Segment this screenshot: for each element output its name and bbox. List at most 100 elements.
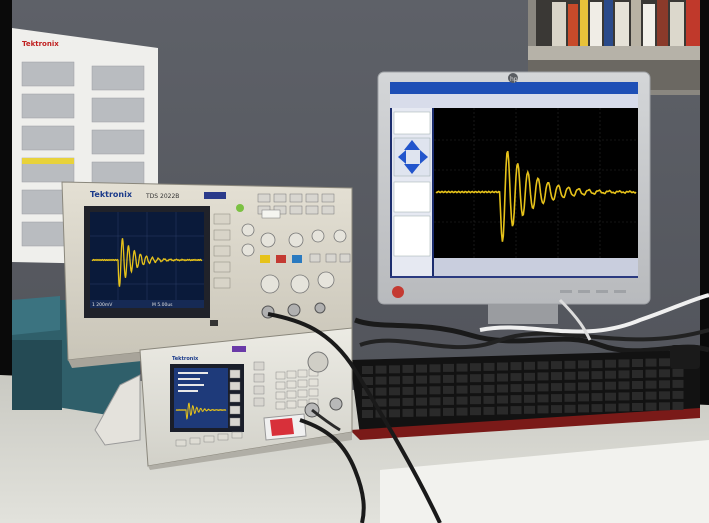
keyboard-key bbox=[470, 385, 481, 394]
keyboard-key bbox=[429, 386, 441, 395]
keyboard-key bbox=[659, 391, 670, 400]
keyboard-key bbox=[605, 370, 616, 379]
keyboard-key bbox=[659, 369, 670, 378]
monitor-waveform bbox=[435, 150, 637, 242]
keyboard-key bbox=[497, 395, 508, 404]
desk-device bbox=[670, 345, 700, 369]
keyboard-key bbox=[470, 407, 481, 416]
monitor: hp bbox=[377, 71, 651, 324]
keyboard-key bbox=[578, 382, 589, 391]
keyboard-key bbox=[389, 409, 400, 418]
generator-key bbox=[297, 389, 308, 398]
keyboard-key bbox=[483, 406, 495, 415]
generator-brand: Tektronix bbox=[172, 356, 199, 362]
bnc-cables bbox=[267, 312, 442, 523]
keyboard-key bbox=[456, 374, 468, 383]
generator-key bbox=[286, 380, 297, 389]
keyboard-key bbox=[618, 359, 630, 368]
keyboard-key bbox=[470, 374, 481, 383]
keyboard-key bbox=[375, 376, 387, 385]
keyboard-key bbox=[564, 360, 576, 369]
keyboard-key bbox=[605, 381, 616, 390]
monitor-brand-logo: hp bbox=[510, 76, 518, 83]
keyboard-key bbox=[551, 405, 562, 414]
keyboard-key bbox=[456, 396, 468, 405]
generator-key bbox=[297, 369, 308, 378]
generator-key bbox=[286, 370, 297, 379]
keyboard-key bbox=[605, 359, 616, 368]
keyboard-key bbox=[578, 371, 589, 380]
generator-key bbox=[275, 401, 286, 410]
keyboard-key bbox=[537, 394, 549, 403]
keyboard-key bbox=[497, 362, 508, 371]
scope-brand: Tektronix bbox=[90, 190, 133, 199]
keyboard-key bbox=[564, 404, 576, 413]
keyboard-key bbox=[645, 369, 657, 378]
keyboard-key bbox=[537, 361, 549, 370]
keyboard-key bbox=[510, 362, 522, 371]
generator-key bbox=[275, 381, 286, 390]
keyboard-key bbox=[443, 396, 454, 405]
keyboard-key bbox=[416, 364, 427, 373]
keyboard-key bbox=[632, 359, 643, 367]
keyboard-key bbox=[510, 395, 522, 404]
keyboard-key bbox=[416, 408, 427, 417]
generator-key bbox=[308, 388, 319, 397]
function-generator: Tektronix bbox=[139, 327, 353, 470]
keyboard-key bbox=[443, 385, 454, 394]
keyboard-key bbox=[375, 398, 387, 407]
keyboard-key bbox=[429, 408, 441, 417]
keyboard-key bbox=[645, 391, 657, 400]
keyboard-key bbox=[497, 373, 508, 382]
keyboard-key bbox=[362, 377, 373, 385]
keyboard-key bbox=[632, 370, 643, 378]
keyboard-key bbox=[402, 408, 414, 417]
keyboard-key bbox=[591, 371, 603, 380]
keyboard-key bbox=[416, 375, 427, 384]
keyboard-key bbox=[591, 360, 603, 369]
keyboard-key bbox=[659, 358, 670, 367]
keyboard-key bbox=[389, 365, 400, 374]
keyboard-key bbox=[510, 406, 522, 415]
right-edge bbox=[700, 0, 709, 523]
keyboard-key bbox=[578, 360, 589, 369]
keyboard-key bbox=[362, 410, 373, 418]
scope-waveform bbox=[91, 238, 203, 287]
calendar-heading: Tektronix bbox=[22, 40, 59, 48]
generator-key bbox=[275, 391, 286, 400]
keyboard-key bbox=[470, 396, 481, 405]
cable-tangle bbox=[354, 293, 709, 354]
keyboard-key bbox=[483, 384, 495, 393]
keyboard-key bbox=[672, 401, 684, 410]
keyboard-key bbox=[456, 363, 468, 372]
keyboard-key bbox=[524, 361, 535, 370]
generator-key bbox=[275, 371, 286, 380]
keyboard-key bbox=[456, 407, 468, 416]
keyboard-key bbox=[605, 392, 616, 401]
keyboard-key bbox=[672, 379, 684, 388]
keyboard-key bbox=[389, 387, 400, 396]
keyboard-key bbox=[389, 398, 400, 407]
generator-key bbox=[297, 379, 308, 388]
keyboard-key bbox=[429, 375, 441, 384]
keyboard-key bbox=[524, 394, 535, 403]
keyboard-key bbox=[483, 373, 495, 382]
keyboard-key bbox=[591, 404, 603, 413]
keyboard-key bbox=[362, 399, 373, 407]
keyboard-key bbox=[483, 362, 495, 371]
keyboard-key bbox=[429, 364, 441, 373]
generator-key bbox=[297, 399, 308, 408]
keyboard bbox=[350, 350, 700, 440]
keyboard-key bbox=[551, 383, 562, 392]
generator-waveform bbox=[175, 402, 227, 420]
generator-key bbox=[286, 400, 297, 409]
keyboard-key bbox=[578, 393, 589, 402]
keyboard-key bbox=[524, 372, 535, 381]
keyboard-key bbox=[362, 366, 373, 374]
keyboard-key bbox=[375, 387, 387, 396]
keyboard-key bbox=[672, 390, 684, 399]
keyboard-key bbox=[524, 383, 535, 392]
generator-key bbox=[286, 390, 297, 399]
keyboard-key bbox=[591, 393, 603, 402]
